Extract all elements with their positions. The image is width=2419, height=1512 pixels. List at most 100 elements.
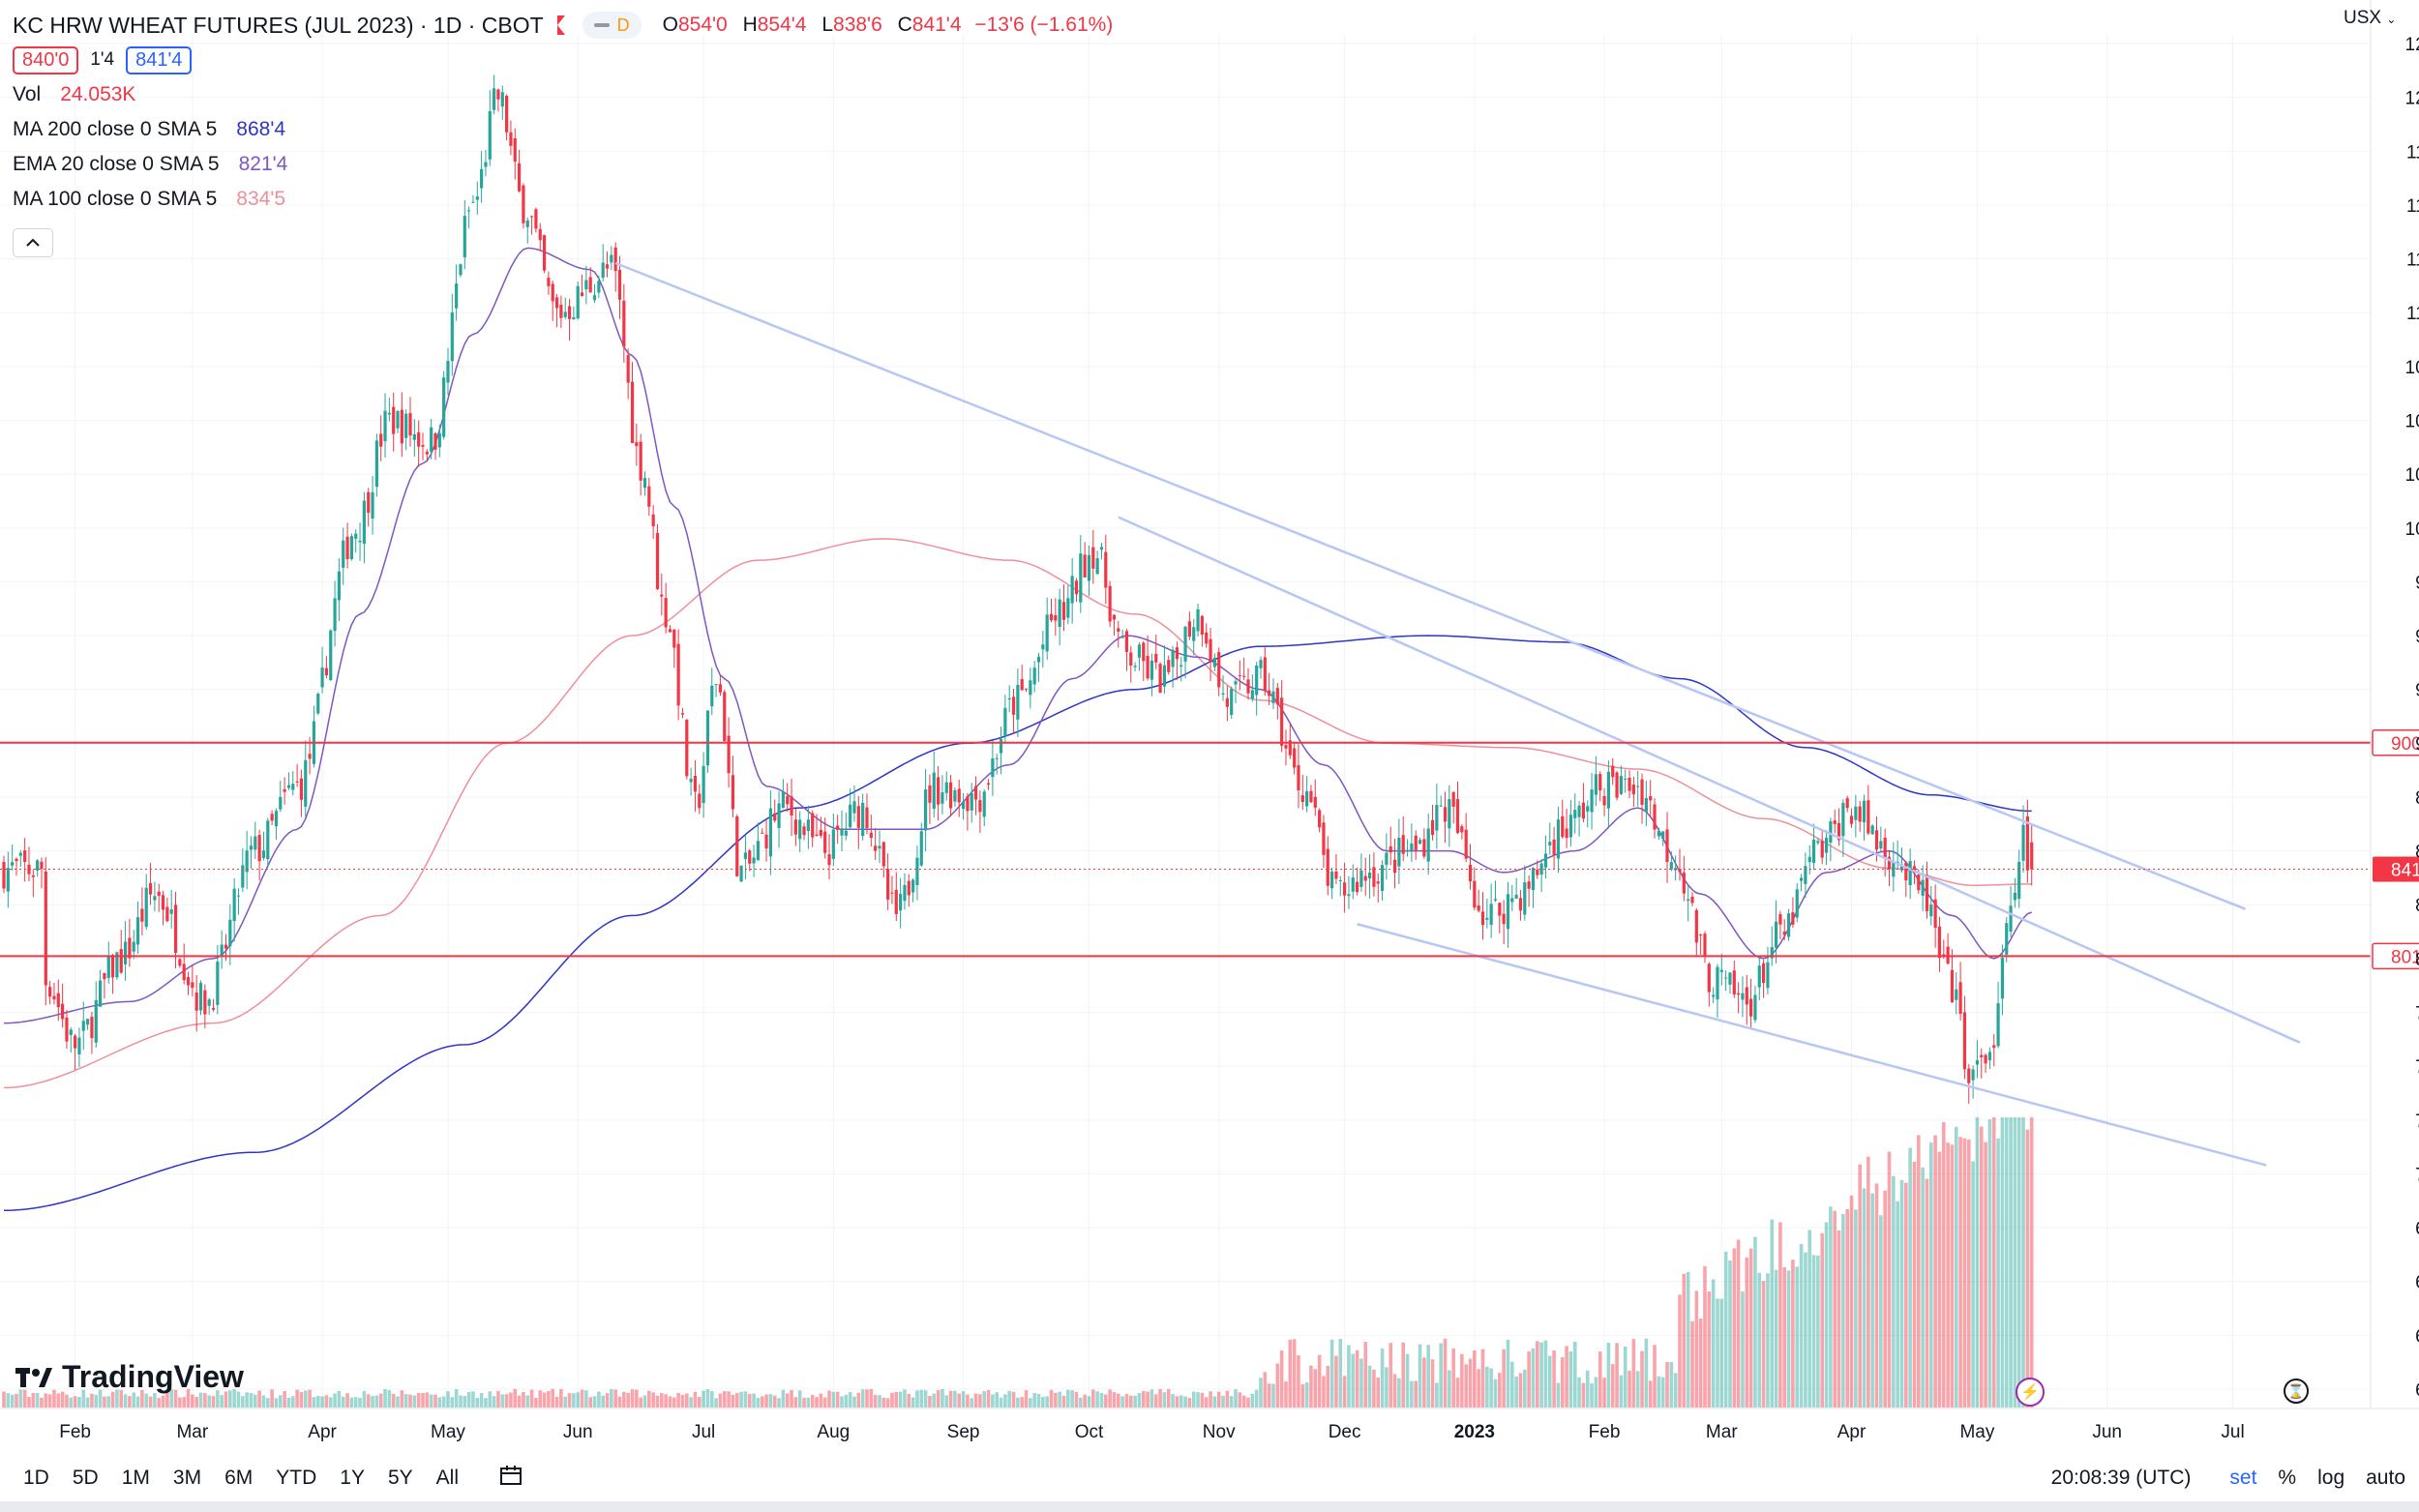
candle-body [1841, 803, 1845, 837]
volume-bar [1628, 1370, 1631, 1408]
currency-menu[interactable]: USX ⌄ [2344, 8, 2396, 29]
candle-body [1108, 585, 1112, 622]
range-5d[interactable]: 5D [72, 1467, 99, 1489]
candle-body [1355, 881, 1359, 893]
volume-bar [1317, 1354, 1322, 1408]
indicator-label: EMA 20 close 0 SMA 5 [13, 153, 220, 175]
indicator-vol[interactable]: Vol 24.053K [13, 77, 1120, 112]
candle-body [1011, 697, 1016, 715]
candle-body [542, 235, 547, 271]
volume-bar [760, 1396, 764, 1408]
volume-bar [932, 1393, 937, 1408]
candle-body [718, 684, 723, 693]
indicator-ema20[interactable]: EMA 20 close 0 SMA 5 821'4 [13, 147, 1120, 182]
candle-body [517, 163, 522, 192]
volume-bar [85, 1397, 90, 1408]
volume-bar [1698, 1319, 1703, 1408]
range-1m[interactable]: 1M [121, 1467, 150, 1489]
volume-bar [1385, 1367, 1389, 1408]
volume-bar [1363, 1342, 1368, 1408]
range-6m[interactable]: 6M [224, 1467, 254, 1489]
candle-body [349, 536, 353, 560]
date-tick-label: Mar [176, 1422, 208, 1442]
volume-bar [731, 1394, 735, 1408]
range-5y[interactable]: 5Y [387, 1467, 413, 1489]
candle-body [329, 630, 333, 680]
interval-pill[interactable]: D [582, 12, 642, 39]
symbol-title[interactable]: KC HRW WHEAT FUTURES (JUL 2023) · 1D · C… [13, 12, 544, 38]
volume-bar [1941, 1122, 1946, 1408]
volume-bar [1896, 1201, 1899, 1408]
candle-body [1955, 989, 1958, 1000]
date-tick-label: Apr [1837, 1422, 1867, 1442]
candle-body [1112, 614, 1117, 620]
scale-log[interactable]: log [2317, 1467, 2345, 1489]
candle-body [856, 806, 860, 828]
candle-body [421, 444, 425, 447]
candle-body [764, 834, 768, 849]
volume-bar [567, 1393, 572, 1408]
candle-body [815, 834, 819, 836]
range-ytd[interactable]: YTD [276, 1467, 317, 1489]
candle-body [1799, 877, 1804, 881]
candle-body [1305, 790, 1309, 807]
collapse-legend-button[interactable] [13, 228, 53, 257]
volume-bar [1686, 1271, 1690, 1408]
indicator-value: 24.053K [60, 83, 136, 105]
range-1y[interactable]: 1Y [340, 1467, 365, 1489]
scale-auto[interactable]: auto [2366, 1467, 2405, 1489]
indicator-ma100[interactable]: MA 100 close 0 SMA 5 834'5 [13, 182, 1120, 217]
range-3m[interactable]: 3M [172, 1467, 202, 1489]
volume-bar [65, 1394, 69, 1408]
volume-bar [1309, 1365, 1313, 1408]
range-1d[interactable]: 1D [23, 1467, 49, 1489]
volume-bar [224, 1391, 228, 1408]
candle-body [1737, 993, 1741, 995]
range-all[interactable]: All [435, 1467, 459, 1489]
candle-body [23, 850, 27, 862]
candle-body [500, 92, 504, 107]
candle-body [1422, 839, 1426, 857]
candle-body [1624, 778, 1628, 780]
indicator-ma200[interactable]: MA 200 close 0 SMA 5 868'4 [13, 112, 1120, 147]
calendar-icon[interactable] [499, 1465, 524, 1493]
utc-clock[interactable]: 20:08:39 (UTC) [2050, 1467, 2192, 1489]
volume-bar [1799, 1243, 1804, 1408]
ask-box[interactable]: 841'4 [126, 45, 193, 74]
candle-body [639, 441, 642, 481]
candle-body [1087, 554, 1091, 581]
volume-bar [283, 1390, 286, 1408]
candle-body [1523, 882, 1527, 915]
flag-icon[interactable] [556, 15, 565, 35]
volume-bar [584, 1390, 588, 1408]
candle-body [948, 782, 953, 809]
candle-body [685, 719, 689, 777]
candle-body [1967, 1068, 1971, 1083]
scale-percent[interactable]: % [2278, 1467, 2297, 1489]
volume-bar [702, 1390, 705, 1408]
volume-bar [1892, 1175, 1896, 1408]
candle-body [337, 571, 341, 601]
price-tick-label: 850'0 [2415, 843, 2419, 863]
candle-body [1489, 904, 1493, 925]
lightning-icon[interactable]: ⚡ [2016, 1378, 2045, 1407]
candle-body [480, 168, 484, 189]
candle-body [6, 868, 10, 892]
candle-body [1158, 664, 1162, 694]
hourglass-icon[interactable]: ⌛ [2284, 1379, 2309, 1404]
candle-body [1657, 831, 1660, 837]
volume-bar [241, 1396, 245, 1408]
scale-set[interactable]: set [2229, 1467, 2257, 1489]
candle-body [622, 300, 626, 347]
candle-body [601, 262, 605, 279]
volume-bar [597, 1391, 601, 1408]
candle-body [1883, 837, 1887, 859]
volume-bar [148, 1396, 153, 1408]
candle-body [1598, 774, 1602, 791]
candle-body [1971, 1069, 1975, 1081]
tradingview-logo[interactable]: TradingView [15, 1359, 244, 1395]
bid-box[interactable]: 840'0 [13, 45, 79, 74]
candle-body [144, 887, 148, 928]
candle-body [1762, 963, 1766, 984]
